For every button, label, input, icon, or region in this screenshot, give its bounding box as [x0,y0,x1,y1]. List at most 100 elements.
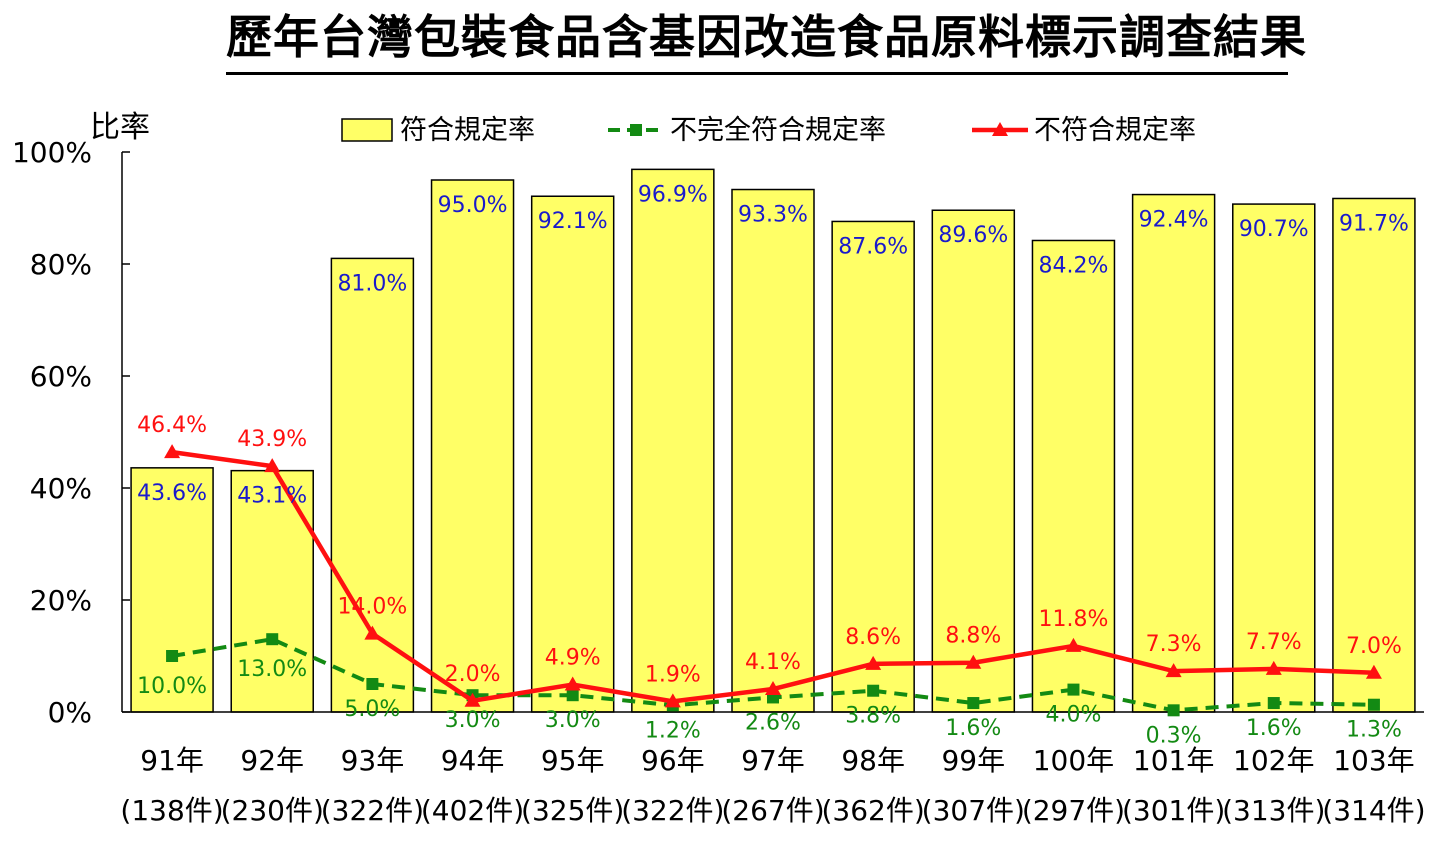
x-tick-label-1: 92年 [240,744,304,777]
partial-value-label-8: 1.6% [945,716,1001,741]
noncompliant-value-label-6: 4.1% [745,650,801,675]
y-tick-label-0: 0% [48,696,92,729]
y-axis-label: 比率 [90,110,150,145]
noncompliant-value-label-2: 14.0% [337,595,407,620]
bar-value-label-11: 90.7% [1239,217,1309,242]
partial-point-0 [166,650,179,662]
noncompliant-value-label-5: 1.9% [645,662,701,687]
noncompliant-point-0 [164,444,181,459]
partial-value-label-5: 1.2% [645,718,701,743]
x-tick-label-4: 95年 [541,744,605,777]
partial-value-label-1: 13.0% [237,657,307,682]
noncompliant-point-11 [1265,660,1282,675]
noncompliant-point-5 [664,693,681,708]
noncompliant-point-8 [965,654,982,669]
noncompliant-value-label-7: 8.6% [845,625,901,650]
x-tick-label-12: 103年 [1333,744,1414,777]
x-tick-label-2: 93年 [341,744,405,777]
partial-point-8 [967,697,980,710]
partial-value-label-3: 3.0% [445,708,501,733]
y-tick-label-2: 40% [30,472,92,505]
noncompliant-value-label-9: 11.8% [1039,607,1109,632]
noncompliant-value-label-10: 7.3% [1146,632,1202,657]
bar-10 [1131,193,1216,713]
noncompliant-value-label-4: 4.9% [545,646,601,671]
y-tick-label-3: 60% [30,360,92,393]
x-count-label-4: (325件) [521,794,624,827]
x-count-label-6: (267件) [721,794,824,827]
bar-4 [530,195,615,713]
partial-value-label-6: 2.6% [745,710,801,735]
noncompliant-point-9 [1065,637,1082,652]
noncompliant-value-label-1: 43.9% [237,427,307,452]
partial-point-1 [266,633,279,646]
noncompliant-point-6 [765,681,781,696]
y-tick-label-1: 20% [30,584,92,617]
noncompliant-value-label-8: 8.8% [945,624,1001,649]
legend-partial-label: 不完全符合規定率 [670,115,886,146]
bar-value-label-3: 95.0% [438,193,508,218]
x-tick-label-11: 102年 [1233,744,1314,777]
x-tick-label-10: 101年 [1133,744,1214,777]
partial-value-label-7: 3.8% [845,704,901,729]
lines-group [164,444,1382,717]
bar-value-label-12: 91.7% [1339,211,1409,236]
partial-value-label-10: 0.3% [1146,723,1202,748]
x-count-label-2: (322件) [321,794,424,827]
noncompliant-value-label-11: 7.7% [1246,630,1302,655]
partial-point-12 [1367,698,1380,711]
x-count-label-11: (313件) [1222,794,1325,827]
bars-group [130,168,1416,713]
partial-value-label-0: 10.0% [137,674,207,699]
bar-value-label-8: 89.6% [938,223,1008,248]
partial-value-label-4: 3.0% [545,708,601,733]
bar-value-label-9: 84.2% [1039,253,1109,278]
partial-point-10 [1167,704,1180,717]
title-underline [226,72,1288,75]
x-tick-label-8: 99年 [941,744,1005,777]
partial-point-7 [867,684,880,697]
partial-point-9 [1067,683,1080,696]
noncompliant-point-1 [264,458,281,473]
bar-value-label-0: 43.6% [137,481,207,506]
bar-8 [931,209,1016,713]
bar-5 [631,168,715,713]
legend-bar-label: 符合規定率 [400,115,535,146]
x-count-label-9: (297件) [1022,794,1125,827]
noncompliant-value-label-12: 7.0% [1346,634,1402,659]
bar-value-label-4: 92.1% [538,209,608,234]
noncompliant-point-3 [464,692,481,707]
bar-value-label-6: 93.3% [738,203,808,228]
bar-value-label-7: 87.6% [838,234,908,259]
bar-value-label-10: 92.4% [1139,208,1209,233]
legend-group: 符合規定率 不完全符合規定率 不符合規定率 [341,115,1196,146]
y-tick-label-5: 100% [12,136,92,169]
bar-3 [430,179,515,713]
noncompliant-value-label-3: 2.0% [445,662,501,687]
partial-point-11 [1267,697,1280,710]
partial-value-label-12: 1.3% [1346,718,1402,743]
legend-noncompliant-marker [992,122,1008,136]
chart-title: 歷年台灣包裝食品含基因改造食品原料標示調查結果 [226,10,1307,64]
x-tick-label-6: 97年 [741,744,805,777]
legend-partial-marker [630,124,642,136]
bar-value-label-2: 81.0% [337,271,407,296]
bar-9 [1031,239,1116,713]
x-count-label-1: (230件) [221,794,324,827]
partial-point-4 [566,689,579,702]
x-tick-label-3: 94年 [441,744,505,777]
x-count-label-0: (138件) [120,794,223,827]
partial-point-2 [366,678,379,690]
x-tick-label-9: 100年 [1033,744,1114,777]
bar-0 [130,467,214,713]
axes-group: 0% 20% 40% 60% 80% 100%比率 91年 (138件) 92年 (230件) 93… [12,110,1426,827]
y-tick-label-4: 80% [30,248,92,281]
noncompliant-value-label-0: 46.4% [137,413,207,438]
partial-value-label-9: 4.0% [1046,703,1102,728]
noncompliant-point-2 [364,625,381,640]
x-tick-label-7: 98年 [841,744,905,777]
x-count-label-12: (314件) [1322,794,1425,827]
bar-value-label-5: 96.9% [638,182,708,207]
noncompliant-point-7 [865,655,882,670]
